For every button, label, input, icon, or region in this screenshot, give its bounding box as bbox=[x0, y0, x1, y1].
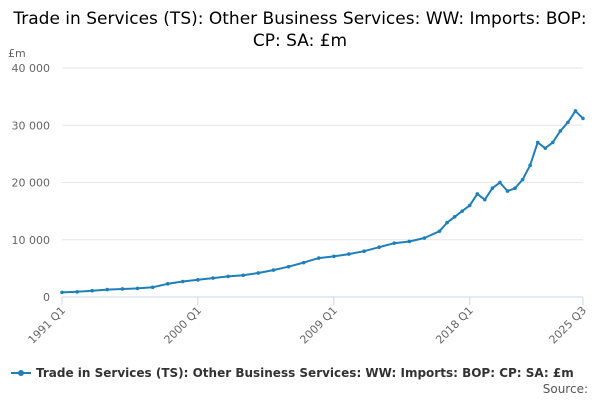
data-point[interactable] bbox=[362, 249, 366, 253]
data-point[interactable] bbox=[165, 282, 170, 286]
y-tick-label: 20 000 bbox=[12, 177, 51, 190]
y-tick-label: 40 000 bbox=[12, 62, 51, 75]
data-point[interactable] bbox=[528, 163, 532, 168]
x-tick-label: 2025 Q3 bbox=[547, 304, 590, 347]
data-point[interactable] bbox=[513, 186, 517, 191]
data-point[interactable] bbox=[520, 177, 525, 182]
data-point[interactable] bbox=[60, 290, 64, 295]
data-point[interactable] bbox=[286, 264, 291, 269]
data-point[interactable] bbox=[316, 256, 321, 260]
data-point[interactable] bbox=[445, 220, 449, 225]
gridlines bbox=[62, 67, 583, 298]
data-point[interactable] bbox=[271, 268, 276, 272]
legend-line-marker bbox=[11, 370, 31, 376]
data-point[interactable] bbox=[75, 290, 79, 294]
data-point[interactable] bbox=[196, 278, 200, 282]
data-point[interactable] bbox=[120, 287, 125, 291]
data-point[interactable] bbox=[241, 273, 246, 278]
legend-label: Trade in Services (TS): Other Business S… bbox=[36, 366, 574, 380]
data-point[interactable] bbox=[256, 271, 261, 275]
data-point[interactable] bbox=[483, 197, 487, 202]
source-label: Source: bbox=[542, 382, 588, 396]
y-tick-label: 0 bbox=[43, 291, 50, 304]
data-point[interactable] bbox=[566, 120, 570, 125]
x-tick-label: 1991 Q1 bbox=[26, 304, 69, 347]
y-axis-unit-label: £m bbox=[8, 47, 26, 60]
data-point[interactable] bbox=[422, 236, 427, 240]
y-tick-label: 30 000 bbox=[12, 119, 51, 132]
data-point[interactable] bbox=[105, 287, 110, 292]
data-point[interactable] bbox=[437, 229, 442, 233]
data-point[interactable] bbox=[475, 192, 480, 196]
chart-title: Trade in Services (TS): Other Business S… bbox=[13, 9, 587, 51]
data-point[interactable] bbox=[581, 116, 585, 121]
axes bbox=[61, 296, 584, 305]
x-tick-labels: 1991 Q1 2000 Q1 2009 Q1 2018 Q1 2025 Q3 bbox=[26, 304, 590, 347]
data-point[interactable] bbox=[377, 245, 381, 249]
data-point[interactable] bbox=[573, 109, 578, 113]
data-point[interactable] bbox=[226, 274, 230, 279]
data-point[interactable] bbox=[347, 252, 351, 256]
data-point[interactable] bbox=[535, 140, 540, 145]
data-point[interactable] bbox=[460, 209, 464, 213]
series-line bbox=[61, 109, 584, 294]
data-point[interactable] bbox=[490, 186, 495, 191]
data-point[interactable] bbox=[505, 189, 510, 193]
data-point[interactable] bbox=[135, 286, 140, 291]
data-point[interactable] bbox=[550, 140, 555, 145]
x-tick-label: 2009 Q1 bbox=[297, 304, 340, 347]
series-layer bbox=[60, 109, 585, 295]
x-tick-label: 2018 Q1 bbox=[433, 304, 476, 347]
data-point[interactable] bbox=[181, 279, 185, 284]
y-tick-label: 10 000 bbox=[12, 234, 51, 247]
x-tick-label: 2000 Q1 bbox=[161, 304, 204, 347]
data-point[interactable] bbox=[498, 180, 502, 185]
y-tick-labels: 0 10 000 20 000 30 000 40 000 bbox=[12, 62, 51, 304]
data-point[interactable] bbox=[211, 276, 215, 280]
data-point[interactable] bbox=[558, 129, 563, 133]
legend[interactable]: Trade in Services (TS): Other Business S… bbox=[10, 366, 574, 380]
data-point[interactable] bbox=[467, 203, 472, 208]
data-point[interactable] bbox=[150, 285, 155, 290]
data-point[interactable] bbox=[332, 254, 336, 259]
data-point[interactable] bbox=[90, 288, 95, 293]
data-point[interactable] bbox=[452, 215, 457, 219]
data-point[interactable] bbox=[407, 239, 412, 244]
data-point[interactable] bbox=[301, 260, 306, 265]
data-point[interactable] bbox=[392, 241, 397, 245]
data-point[interactable] bbox=[543, 146, 548, 150]
